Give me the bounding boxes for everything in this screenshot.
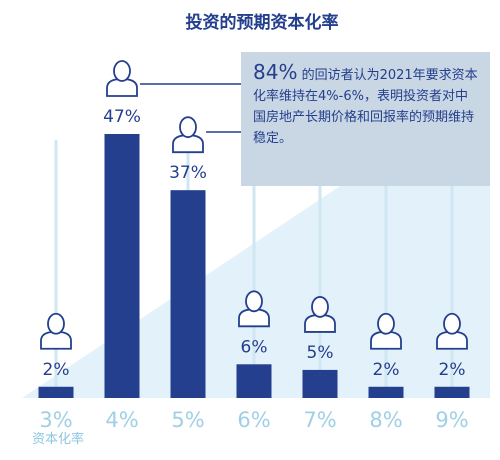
- data-label: 5%: [307, 343, 334, 363]
- person-icon: [238, 290, 270, 328]
- bar: [302, 369, 338, 398]
- person-icon: [370, 312, 402, 350]
- bar: [170, 190, 206, 398]
- bar: [38, 386, 74, 398]
- category-label: 4%: [105, 408, 138, 432]
- category-label: 9%: [435, 408, 468, 432]
- callout-box: 84% 的回访者认为2021年要求资本化率维持在4%-6%，表明投资者对中国房地…: [241, 52, 490, 186]
- bar: [434, 386, 470, 398]
- category-label: 6%: [237, 408, 270, 432]
- person-icon: [40, 312, 72, 350]
- callout-highlight: 84%: [253, 60, 298, 84]
- data-label: 2%: [373, 360, 400, 380]
- person-icon: [106, 60, 138, 97]
- data-label: 2%: [439, 360, 466, 380]
- category-label: 8%: [369, 408, 402, 432]
- person-icon: [172, 116, 204, 154]
- person-icon: [436, 312, 468, 350]
- category-label: 7%: [303, 408, 336, 432]
- x-axis-label: 资本化率: [32, 431, 84, 447]
- bar: [236, 364, 272, 398]
- data-label: 6%: [241, 337, 268, 357]
- bar: [368, 386, 404, 398]
- chart-title: 投资的预期资本化率: [186, 12, 339, 33]
- data-label: 47%: [103, 107, 141, 127]
- callout-text: 的回访者认为2021年要求资本化率维持在4%-6%，表明投资者对中国房地产长期价…: [253, 68, 478, 146]
- data-label: 37%: [169, 163, 207, 183]
- category-label: 5%: [171, 408, 204, 432]
- bar: [104, 134, 140, 398]
- person-icon: [304, 296, 336, 333]
- category-label: 3%: [39, 408, 72, 432]
- data-label: 2%: [43, 360, 70, 380]
